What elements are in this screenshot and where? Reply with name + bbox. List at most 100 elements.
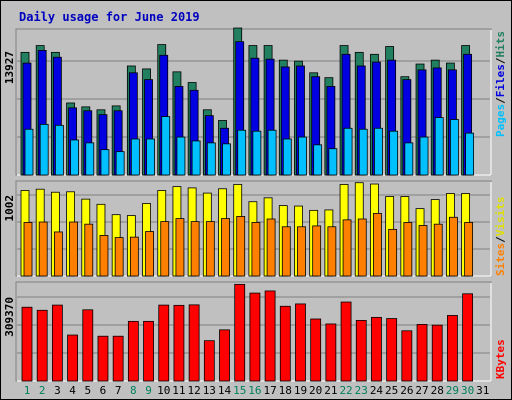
kbytes-bar-day-16 bbox=[249, 292, 261, 382]
day-label-2: 2 bbox=[39, 384, 46, 397]
sites-bar-day-23 bbox=[357, 218, 367, 277]
sites-bar-day-7 bbox=[114, 237, 124, 277]
sites-bar-day-9 bbox=[145, 231, 154, 277]
sites-bar-day-30 bbox=[464, 222, 474, 277]
kbytes-bar-day-10 bbox=[158, 304, 170, 382]
sites-bar-day-3 bbox=[53, 231, 63, 277]
day-label-29: 29 bbox=[446, 384, 459, 397]
legend-panel-2: Sites/Visits bbox=[494, 197, 507, 277]
sites-bar-day-5 bbox=[84, 223, 94, 277]
day-label-9: 9 bbox=[145, 384, 152, 397]
sites-bar-day-27 bbox=[418, 225, 428, 277]
kbytes-bar-day-6 bbox=[97, 335, 109, 382]
pages-bar-day-19 bbox=[298, 136, 307, 176]
pages-bar-day-27 bbox=[419, 136, 429, 176]
kbytes-bar-day-7 bbox=[112, 335, 124, 382]
day-label-16: 16 bbox=[248, 384, 261, 397]
day-label-6: 6 bbox=[100, 384, 107, 397]
kbytes-bar-day-11 bbox=[173, 304, 185, 382]
sites-bar-day-14 bbox=[221, 218, 230, 277]
sites-bar-day-12 bbox=[190, 221, 200, 277]
pages-bar-day-25 bbox=[389, 130, 399, 176]
day-label-3: 3 bbox=[54, 384, 61, 397]
kbytes-bar-day-17 bbox=[264, 290, 276, 382]
y-tick-label: 1002 bbox=[3, 195, 16, 222]
legend-visits: Visits bbox=[494, 197, 507, 237]
kbytes-bar-day-20 bbox=[310, 318, 322, 382]
pages-bar-day-24 bbox=[374, 127, 383, 176]
kbytes-bar-day-2 bbox=[36, 309, 48, 382]
day-label-22: 22 bbox=[339, 384, 352, 397]
day-label-11: 11 bbox=[172, 384, 185, 397]
pages-bar-day-12 bbox=[191, 140, 201, 176]
sites-bar-day-24 bbox=[373, 212, 382, 277]
kbytes-bar-day-18 bbox=[279, 305, 291, 382]
kbytes-bar-day-26 bbox=[401, 330, 413, 382]
kbytes-bar-day-3 bbox=[51, 304, 63, 382]
sites-bar-day-4 bbox=[69, 221, 78, 277]
kbytes-bar-day-23 bbox=[355, 320, 367, 382]
pages-bar-day-18 bbox=[282, 138, 292, 176]
sites-bar-day-29 bbox=[449, 216, 458, 277]
pages-bar-day-3 bbox=[54, 124, 64, 176]
kbytes-bar-day-8 bbox=[127, 320, 139, 382]
sites-bar-day-18 bbox=[281, 226, 291, 277]
sites-bar-day-8 bbox=[129, 236, 139, 277]
pages-bar-day-21 bbox=[328, 148, 338, 176]
sites-bar-day-22 bbox=[342, 219, 352, 277]
day-label-30: 30 bbox=[461, 384, 474, 397]
kbytes-bar-day-9 bbox=[143, 320, 154, 382]
pages-bar-day-8 bbox=[130, 138, 140, 176]
pages-bar-day-23 bbox=[358, 128, 368, 176]
pages-bar-day-17 bbox=[267, 129, 277, 176]
sites-bar-day-15 bbox=[236, 216, 246, 277]
legend-panel-1: Pages/Files/Hits bbox=[494, 31, 507, 137]
pages-bar-day-20 bbox=[313, 144, 323, 176]
legend-sites: Sites bbox=[494, 243, 507, 276]
day-label-14: 14 bbox=[218, 384, 232, 397]
kbytes-bar-day-22 bbox=[340, 301, 352, 382]
pages-bar-day-29 bbox=[450, 119, 459, 176]
day-label-26: 26 bbox=[400, 384, 413, 397]
pages-bar-day-7 bbox=[115, 151, 125, 176]
sites-bar-day-2 bbox=[38, 221, 48, 277]
kbytes-bar-day-21 bbox=[325, 323, 337, 382]
kbytes-bar-day-29 bbox=[447, 315, 458, 382]
sites-bar-day-13 bbox=[205, 221, 215, 277]
sites-bar-day-6 bbox=[99, 235, 109, 277]
legend-pages: Pages bbox=[494, 104, 507, 137]
day-label-4: 4 bbox=[69, 384, 76, 397]
pages-bar-day-30 bbox=[465, 132, 475, 176]
legend-hits: Hits bbox=[494, 31, 507, 58]
kbytes-bar-day-30 bbox=[462, 293, 474, 382]
kbytes-bar-day-4 bbox=[67, 334, 78, 382]
sites-bar-day-11 bbox=[175, 218, 185, 277]
kbytes-bar-day-14 bbox=[219, 329, 230, 382]
kbytes-bar-day-13 bbox=[203, 340, 215, 382]
day-label-15: 15 bbox=[233, 384, 246, 397]
day-label-23: 23 bbox=[355, 384, 368, 397]
pages-bar-day-15 bbox=[237, 129, 247, 176]
pages-bar-day-26 bbox=[404, 142, 414, 176]
y-tick-label: 13927 bbox=[3, 51, 16, 84]
kbytes-bar-day-5 bbox=[82, 309, 94, 382]
pages-bar-day-14 bbox=[222, 143, 231, 176]
sites-bar-day-1 bbox=[23, 222, 33, 277]
day-label-8: 8 bbox=[130, 384, 137, 397]
day-label-10: 10 bbox=[157, 384, 170, 397]
day-label-18: 18 bbox=[279, 384, 292, 397]
pages-bar-day-4 bbox=[70, 139, 79, 176]
legend-panel-3: KBytes bbox=[494, 339, 507, 379]
pages-bar-day-2 bbox=[39, 123, 49, 176]
pages-bar-day-28 bbox=[434, 117, 444, 176]
day-label-27: 27 bbox=[415, 384, 428, 397]
sites-bar-day-19 bbox=[297, 226, 306, 277]
day-label-17: 17 bbox=[263, 384, 276, 397]
day-label-31: 31 bbox=[476, 384, 489, 397]
kbytes-bar-day-27 bbox=[416, 324, 428, 382]
day-label-24: 24 bbox=[370, 384, 384, 397]
kbytes-bar-day-12 bbox=[188, 304, 200, 382]
sites-bar-day-17 bbox=[266, 218, 276, 277]
pages-bar-day-9 bbox=[146, 138, 155, 176]
day-label-19: 19 bbox=[294, 384, 307, 397]
